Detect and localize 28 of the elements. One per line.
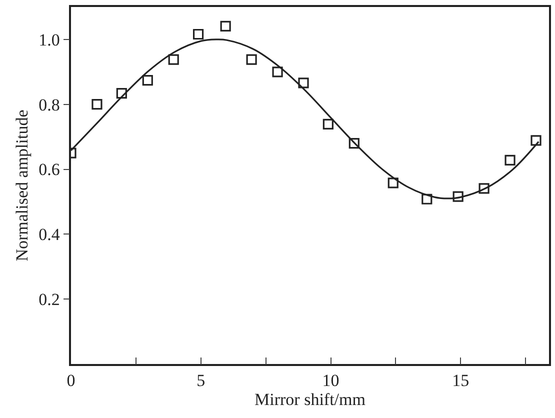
point — [192, 28, 204, 40]
y-axis-title: Normalised amplitude — [12, 110, 32, 262]
x-tick-label: 10 — [322, 371, 340, 390]
point — [322, 118, 334, 130]
x-axis-title: Mirror shift/mm — [254, 390, 366, 410]
y-tick-label: 0.6 — [38, 160, 60, 180]
point — [92, 99, 102, 110]
point — [220, 20, 231, 32]
x-tick-label: 5 — [196, 371, 206, 390]
point — [298, 78, 309, 88]
point — [422, 194, 432, 204]
y-tick-label: 0.4 — [38, 225, 60, 244]
point — [452, 191, 464, 202]
point — [142, 75, 153, 86]
y-tick-label: 0.2 — [38, 290, 60, 310]
point — [530, 135, 542, 146]
x-tick-label: 15 — [452, 371, 470, 390]
point — [388, 178, 398, 188]
point — [348, 138, 360, 149]
x-tick-label: 0 — [66, 371, 76, 390]
point — [168, 54, 179, 65]
y-tick-label: 1.0 — [38, 30, 60, 50]
point — [246, 54, 257, 65]
point — [272, 66, 283, 78]
point — [504, 154, 516, 166]
y-tick-label: 0.8 — [38, 95, 60, 114]
point — [116, 88, 127, 99]
point — [478, 183, 490, 194]
